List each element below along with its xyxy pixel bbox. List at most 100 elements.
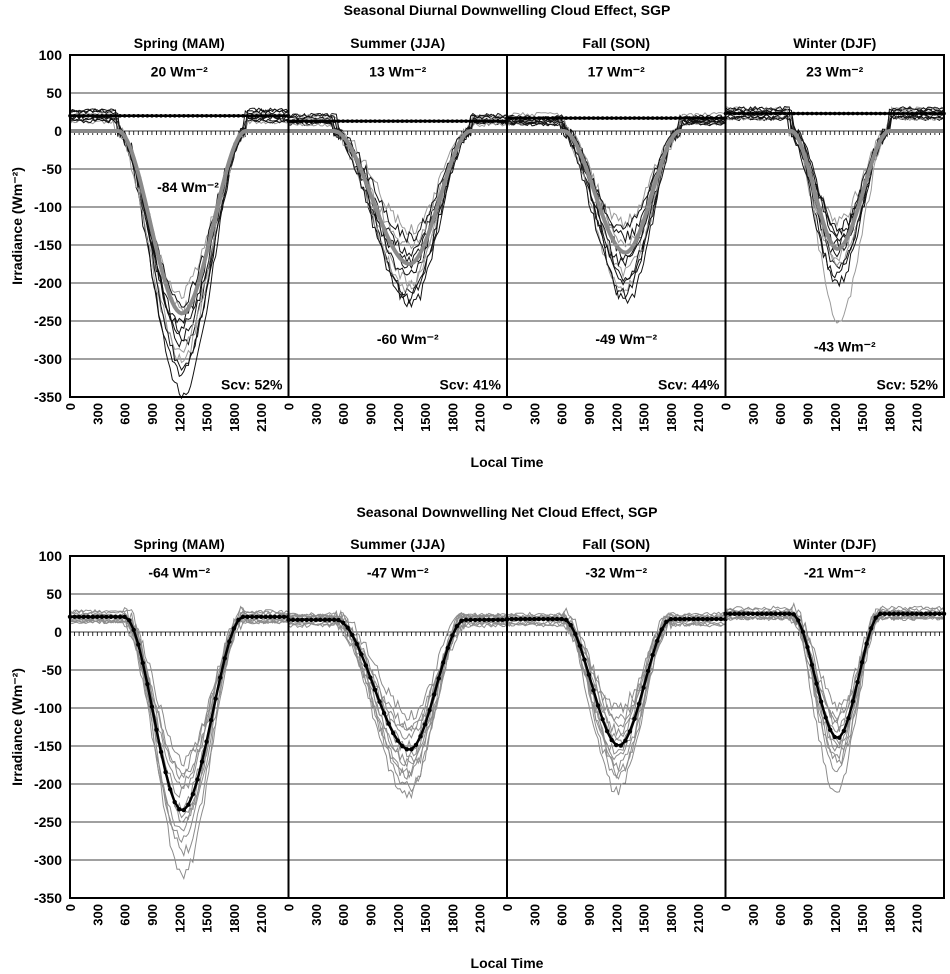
lw-mean-point	[801, 111, 805, 116]
member-series-line	[506, 618, 726, 749]
lw-mean-point	[86, 114, 91, 118]
lw-mean-point	[555, 116, 559, 120]
lw-mean-point	[523, 116, 528, 120]
lw-mean-point	[441, 119, 446, 123]
x-tick-label: 1200	[828, 904, 843, 933]
member-series-line	[288, 112, 508, 250]
net-mean-point	[477, 617, 482, 623]
panel-spring: Spring (MAM) 0 300 600 900 1200 1500 1800 2100 -6…	[63, 536, 291, 933]
lw-mean-point	[764, 111, 769, 116]
panel-frame	[724, 555, 945, 899]
lw-mean-point	[541, 116, 546, 120]
scv-label: Scv: 44%	[658, 376, 720, 392]
net-mean-point	[700, 616, 705, 622]
lw-mean-point	[218, 114, 223, 118]
net-mean-point	[409, 747, 414, 752]
net-mean-point	[864, 641, 869, 646]
lw-mean-point	[268, 114, 273, 118]
member-series-line	[506, 120, 726, 279]
lw-mean-point	[546, 116, 550, 120]
lw-mean-point	[760, 111, 764, 116]
lw-mean-point	[395, 119, 400, 123]
net-mean-point	[372, 687, 378, 692]
net-mean-point	[691, 616, 696, 622]
lw-mean-point	[373, 119, 377, 123]
net-mean-point	[655, 638, 660, 644]
member-series-line	[69, 606, 289, 789]
member-series-line	[69, 111, 289, 314]
net-mean-point	[491, 617, 496, 623]
x-tick-label: 1800	[445, 403, 460, 432]
member-series-line	[69, 112, 289, 353]
lw-mean-point	[323, 119, 327, 123]
member-series-line	[506, 118, 726, 305]
lw-mean-point	[263, 114, 268, 118]
net-mean-point	[277, 614, 282, 619]
net-mean-point	[395, 738, 400, 743]
lw-mean-point	[700, 116, 705, 120]
x-tick-label: 1200	[172, 904, 187, 933]
lw-mean-point	[477, 119, 482, 123]
lw-mean-point	[227, 114, 232, 118]
panel-title: Winter (DJF)	[793, 536, 876, 552]
y-tick-label: -100	[34, 700, 62, 716]
lw-mean-point	[327, 119, 332, 123]
net-mean-point	[573, 631, 578, 637]
y-tick-label: 0	[54, 624, 62, 640]
net-mean-point	[768, 611, 774, 616]
lw-mean-point	[236, 114, 241, 118]
net-mean-point	[240, 614, 246, 619]
x-tick-label: 1200	[172, 403, 187, 432]
net-mean-point	[873, 615, 878, 620]
net-mean-point	[595, 703, 601, 708]
lw-mean-point	[318, 119, 323, 123]
member-series-line	[288, 618, 508, 780]
net-mean-point	[891, 611, 897, 616]
lw-mean-point	[518, 116, 523, 120]
sw-effect-label: -84 Wm⁻²	[157, 179, 219, 195]
net-mean-point	[441, 660, 446, 665]
x-tick-label: 900	[582, 904, 597, 926]
net-mean-point	[272, 614, 278, 619]
net-mean-point	[86, 614, 91, 619]
member-series-line	[288, 122, 508, 287]
lw-mean-point	[905, 111, 910, 116]
net-mean-point	[809, 662, 815, 668]
lw-mean-point	[377, 119, 382, 123]
x-tick-label: 0	[63, 904, 78, 911]
net-mean-point	[727, 611, 733, 616]
net-mean-point	[309, 617, 314, 623]
x-tick-label: 900	[145, 904, 160, 926]
lw-mean-point	[163, 114, 168, 118]
lw-effect-label: 23 Wm⁻²	[806, 63, 864, 79]
net-mean-point	[136, 642, 141, 647]
y-tick-label: -350	[34, 389, 62, 405]
net-mean-point	[609, 737, 614, 743]
member-series-line	[725, 610, 945, 732]
member-series-line	[725, 108, 945, 228]
lw-mean-point	[486, 119, 491, 123]
member-series-line	[725, 613, 945, 721]
lw-mean-point	[304, 119, 309, 123]
lw-mean-point	[345, 119, 350, 123]
net-mean-point	[108, 614, 114, 619]
member-series-line	[69, 612, 289, 832]
member-series-line	[506, 116, 726, 248]
x-tick-label: 2100	[254, 904, 269, 933]
net-mean-point	[823, 715, 828, 720]
scv-label: Scv: 52%	[221, 376, 283, 392]
net-mean-point	[909, 611, 915, 616]
net-mean-point	[495, 617, 501, 623]
net-mean-point	[563, 617, 569, 623]
x-tick-label: 1800	[882, 403, 897, 432]
lw-mean-point	[204, 114, 209, 118]
member-series-line	[288, 609, 508, 768]
net-mean-point	[846, 715, 851, 721]
y-tick-label: 100	[39, 548, 63, 564]
lw-mean-point	[937, 111, 942, 116]
net-mean-point	[327, 617, 332, 623]
lw-mean-point	[109, 114, 113, 118]
y-tick-label: -250	[34, 814, 62, 830]
x-tick-label: 1500	[200, 904, 215, 933]
lw-mean-point	[186, 114, 191, 118]
